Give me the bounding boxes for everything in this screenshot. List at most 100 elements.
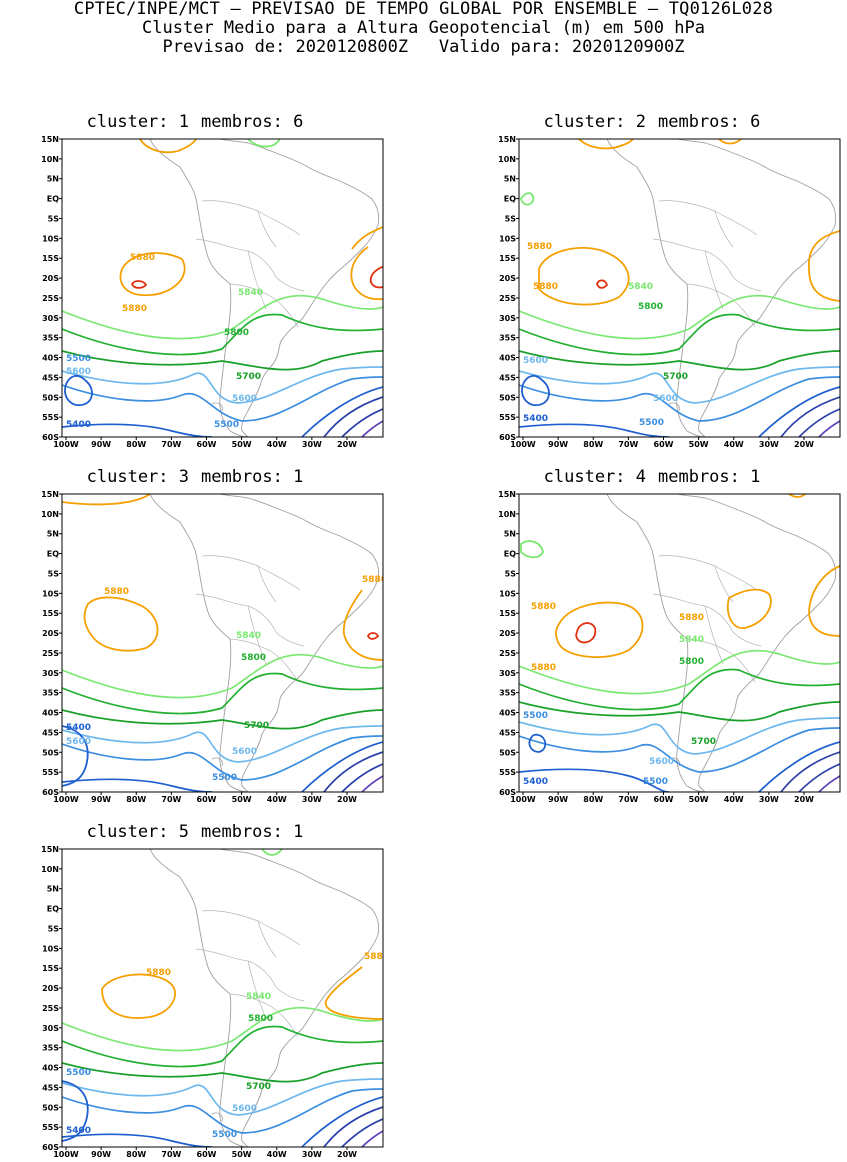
forecast-date: Previsao de: 2020120800Z bbox=[162, 37, 409, 57]
contour-line bbox=[798, 763, 840, 792]
lat-tick-label: 25S bbox=[42, 294, 59, 303]
lat-tick-label: 55S bbox=[499, 413, 516, 422]
contour-line bbox=[62, 1088, 383, 1134]
contour-line bbox=[301, 741, 383, 792]
cluster-label: cluster: 5 bbox=[86, 822, 189, 842]
lat-tick-label: 60S bbox=[42, 788, 59, 797]
contour-line bbox=[323, 751, 383, 792]
contour-line bbox=[519, 649, 840, 695]
coastline bbox=[149, 849, 380, 1147]
lon-tick-label: 100W bbox=[510, 795, 536, 804]
lon-tick-label: 90W bbox=[548, 440, 568, 449]
lat-tick-label: 5N bbox=[47, 885, 59, 894]
lat-tick-label: 5S bbox=[48, 569, 60, 578]
contour-line bbox=[519, 350, 840, 371]
lat-tick-label: 40S bbox=[42, 709, 59, 718]
lon-tick-label: 60W bbox=[654, 795, 674, 804]
map-panel-cluster-5: cluster: 5 membros: 1 15N 10N 5N EQ 5S 10S 15S 2… bbox=[0, 822, 390, 1162]
contour-label: 5500 bbox=[212, 773, 237, 783]
lon-tick-label: 50W bbox=[689, 440, 709, 449]
contour-label: 5600 bbox=[232, 747, 257, 757]
contour-line bbox=[101, 973, 176, 1019]
contour-line bbox=[528, 733, 547, 753]
country-border bbox=[732, 276, 762, 292]
country-border bbox=[275, 276, 305, 292]
contour-line bbox=[62, 672, 383, 715]
coastline bbox=[606, 494, 837, 792]
contour-line bbox=[361, 420, 383, 437]
contour-line bbox=[119, 252, 186, 297]
lon-tick-label: 40W bbox=[724, 795, 744, 804]
map-frame bbox=[518, 493, 841, 793]
map-content: 5880 5880 5840 5800 5700 5600 5500 5400 5600 bbox=[62, 494, 383, 792]
contour-line bbox=[341, 408, 383, 437]
contour-label: 5840 bbox=[679, 635, 704, 645]
lat-tick-label: 25S bbox=[42, 649, 59, 658]
cluster-label: cluster: 3 bbox=[86, 467, 189, 487]
map-panel-cluster-3: cluster: 3 membros: 1 15N 10N 5N EQ 5S 10S 15S 2… bbox=[0, 467, 390, 807]
contour-line bbox=[369, 266, 383, 289]
lon-tick-label: 30W bbox=[302, 440, 322, 449]
lat-tick-label: 50S bbox=[499, 748, 516, 757]
cluster-label: cluster: 2 bbox=[543, 112, 646, 132]
contour-label: 5700 bbox=[236, 372, 261, 382]
contour-label: 5500 bbox=[214, 420, 239, 430]
contour-label: 5800 bbox=[224, 328, 249, 338]
map-plot: 15N10N5NEQ5S10S15S20S25S30S35S40S45S50S5… bbox=[41, 845, 384, 1159]
contour-label: 5400 bbox=[523, 777, 548, 787]
contour-label: 5600 bbox=[66, 737, 91, 747]
contour-line bbox=[62, 494, 151, 506]
country-border bbox=[257, 565, 277, 603]
contour-line bbox=[519, 768, 670, 792]
contour-line bbox=[62, 423, 213, 437]
contour-line bbox=[361, 775, 383, 792]
lon-tick-label: 90W bbox=[548, 795, 568, 804]
contour-line bbox=[758, 741, 840, 792]
contour-label: 5500 bbox=[523, 711, 548, 721]
contour-label: 5840 bbox=[236, 631, 261, 641]
contour-label: 5880 bbox=[679, 613, 704, 623]
title-line-2: Cluster Medio para a Altura Geopotencial… bbox=[142, 18, 705, 38]
lat-tick-label: 5N bbox=[47, 530, 59, 539]
contour-label: 5700 bbox=[244, 721, 269, 731]
lat-tick-label: 40S bbox=[499, 354, 516, 363]
lat-tick-label: 30S bbox=[499, 314, 516, 323]
country-border bbox=[732, 631, 762, 647]
lon-tick-label: 70W bbox=[618, 795, 638, 804]
lon-tick-label: 100W bbox=[510, 440, 536, 449]
lat-tick-label: 5S bbox=[505, 214, 517, 223]
lat-tick-label: 20S bbox=[499, 274, 516, 283]
lat-tick-label: 30S bbox=[42, 669, 59, 678]
contour-label: 5880 bbox=[527, 242, 552, 252]
contour-line bbox=[83, 596, 159, 652]
lon-tick-label: 80W bbox=[583, 440, 603, 449]
lat-tick-label: 50S bbox=[42, 393, 59, 402]
contour-line bbox=[519, 717, 840, 755]
lat-tick-label: 40S bbox=[42, 354, 59, 363]
contour-label: 5500 bbox=[639, 418, 664, 428]
contour-label: 5600 bbox=[523, 356, 548, 366]
country-border bbox=[201, 910, 301, 946]
contour-line bbox=[62, 1080, 89, 1142]
lat-tick-label: 15S bbox=[42, 254, 59, 263]
contour-line bbox=[808, 565, 840, 637]
country-border bbox=[229, 638, 299, 683]
lat-tick-label: 55S bbox=[499, 768, 516, 777]
contour-label: 5500 bbox=[66, 1068, 91, 1078]
contour-line bbox=[575, 622, 597, 644]
contour-label: 5880 bbox=[531, 602, 556, 612]
lat-tick-label: 45S bbox=[499, 728, 516, 737]
lon-tick-label: 30W bbox=[759, 440, 779, 449]
contour-line bbox=[808, 230, 840, 302]
contour-line bbox=[520, 540, 544, 559]
lon-tick-label: 80W bbox=[126, 440, 146, 449]
contour-line bbox=[62, 366, 383, 404]
contour-label: 5800 bbox=[248, 1014, 273, 1024]
map-panel-cluster-2: cluster: 2 membros: 6 15N 10N 5N EQ 5S 10S 15S 2… bbox=[457, 112, 847, 452]
contour-line bbox=[62, 294, 383, 340]
lon-tick-label: 70W bbox=[618, 440, 638, 449]
contour-line bbox=[62, 1062, 383, 1083]
contour-label: 5880 bbox=[533, 282, 558, 292]
lat-tick-label: 10S bbox=[499, 234, 516, 243]
falklands bbox=[211, 1112, 223, 1122]
